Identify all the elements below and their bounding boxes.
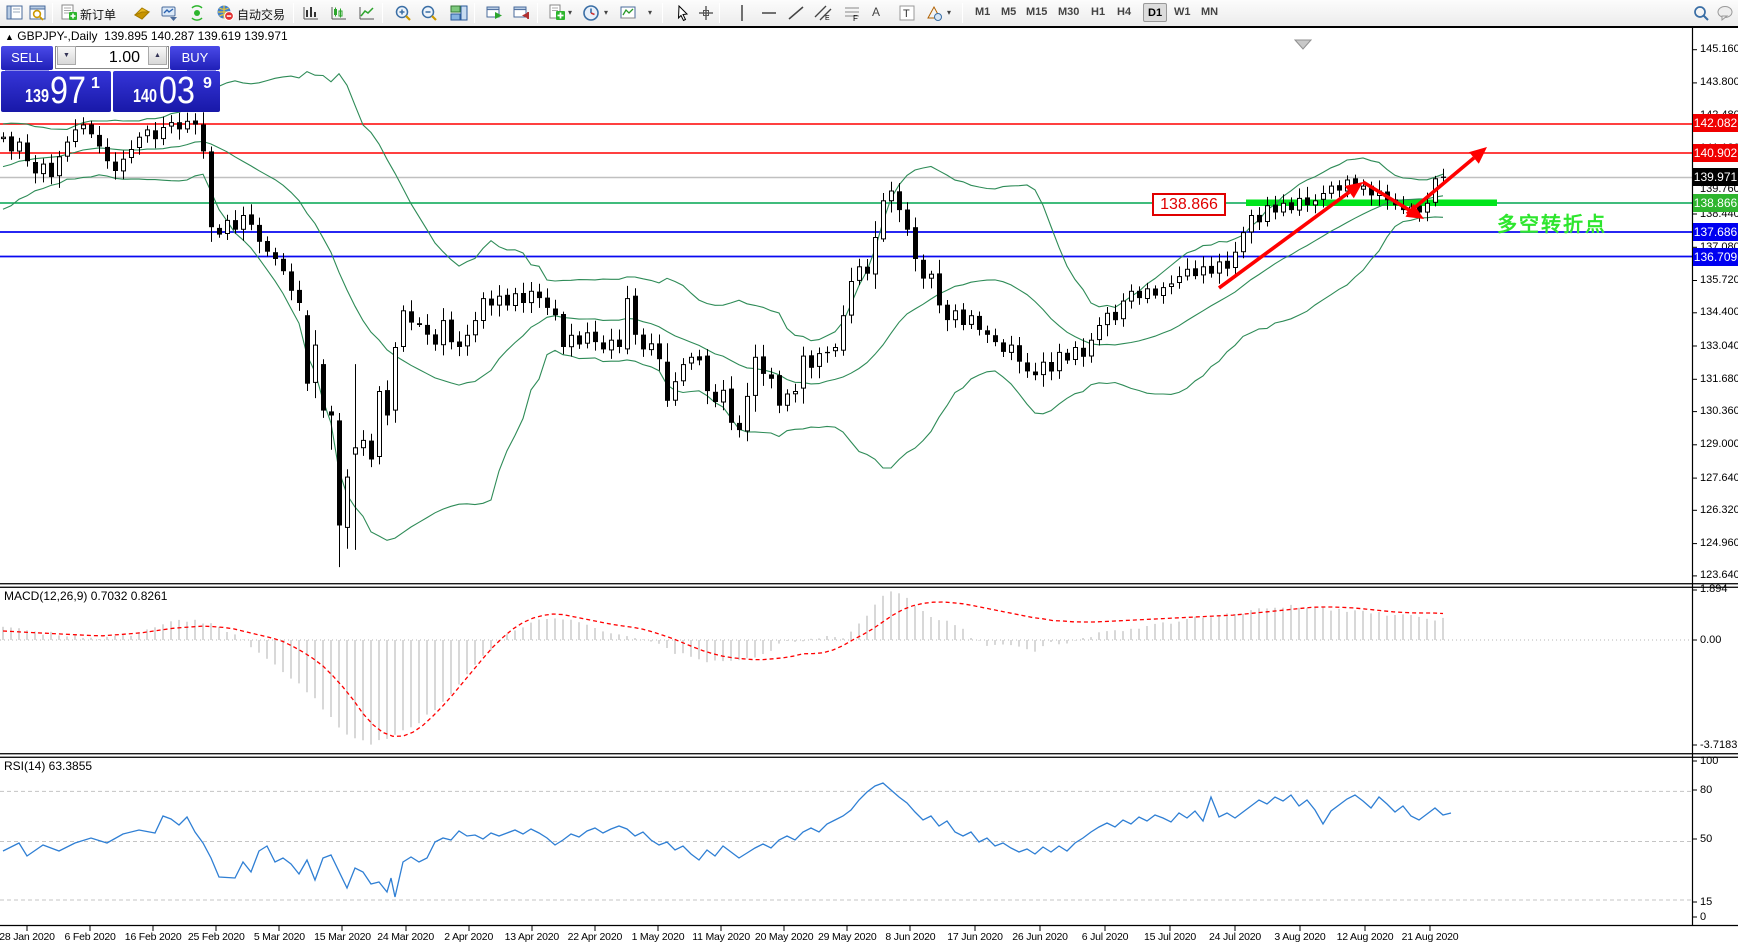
svg-text:T: T — [903, 8, 910, 20]
svg-text:E: E — [825, 15, 830, 22]
svg-text:F: F — [853, 14, 858, 22]
